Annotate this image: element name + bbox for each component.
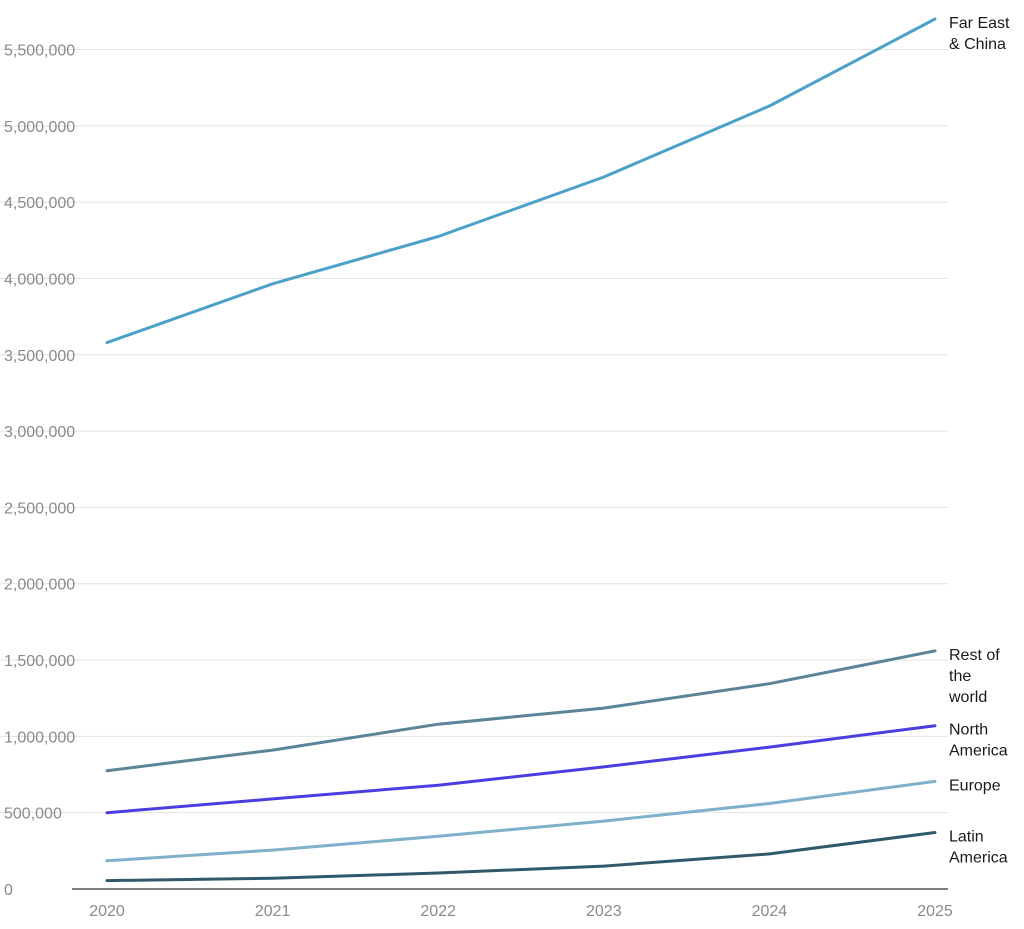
y-tick-label: 3,000,000 [4, 424, 75, 441]
y-tick-label: 2,500,000 [4, 500, 75, 517]
series-label-line: world [948, 689, 987, 706]
y-tick-label: 0 [4, 882, 13, 899]
series-label-line: America [949, 850, 1008, 867]
y-tick-label: 4,500,000 [4, 195, 75, 212]
x-tick-label: 2021 [255, 903, 291, 920]
series-label-latin-america: Latin America [949, 829, 1008, 867]
series-labels: Far East & China Rest of the world North Ameri… [948, 15, 1010, 867]
series-label-europe: Europe [949, 777, 1001, 794]
x-axis-tick-labels: 2020 2021 2022 2023 2024 2025 [89, 903, 953, 920]
y-tick-label: 5,500,000 [4, 43, 75, 60]
series-line-rest-of-the-world [105, 649, 937, 773]
y-tick-label: 4,000,000 [4, 271, 75, 288]
y-tick-label: 2,000,000 [4, 577, 75, 594]
series-label-line: Latin [949, 829, 984, 846]
x-tick-label: 2020 [89, 903, 125, 920]
y-tick-label: 1,500,000 [4, 653, 75, 670]
x-tick-label: 2022 [420, 903, 456, 920]
grid-lines [0, 49, 948, 814]
x-tick-label: 2023 [586, 903, 622, 920]
series-label-rest-of-the-world: Rest of the world [948, 647, 1000, 706]
x-tick-label: 2025 [917, 903, 953, 920]
series-label-line: the [949, 668, 971, 685]
series-label-north-america: North America [949, 722, 1008, 760]
y-tick-label: 5,000,000 [4, 119, 75, 136]
y-axis-tick-labels: 0 500,000 1,000,000 1,500,000 2,000,000 2,500… [4, 43, 75, 899]
series-label-line: Europe [949, 777, 1001, 794]
series-label-far-east-china: Far East & China [949, 15, 1010, 53]
series-label-line: Rest of [949, 647, 1000, 664]
y-tick-label: 1,000,000 [4, 729, 75, 746]
series-label-line: Far East [949, 15, 1010, 32]
series-lines [105, 17, 937, 883]
series-label-line: America [949, 743, 1008, 760]
series-line-latin-america [105, 831, 937, 883]
x-tick-label: 2024 [752, 903, 788, 920]
y-tick-label: 3,500,000 [4, 348, 75, 365]
series-line-north-america [105, 724, 937, 815]
series-label-line: & China [949, 36, 1006, 53]
series-line-europe [105, 779, 937, 863]
series-label-line: North [949, 722, 988, 739]
series-line-far-east-china [105, 17, 937, 345]
y-tick-label: 500,000 [4, 806, 62, 823]
